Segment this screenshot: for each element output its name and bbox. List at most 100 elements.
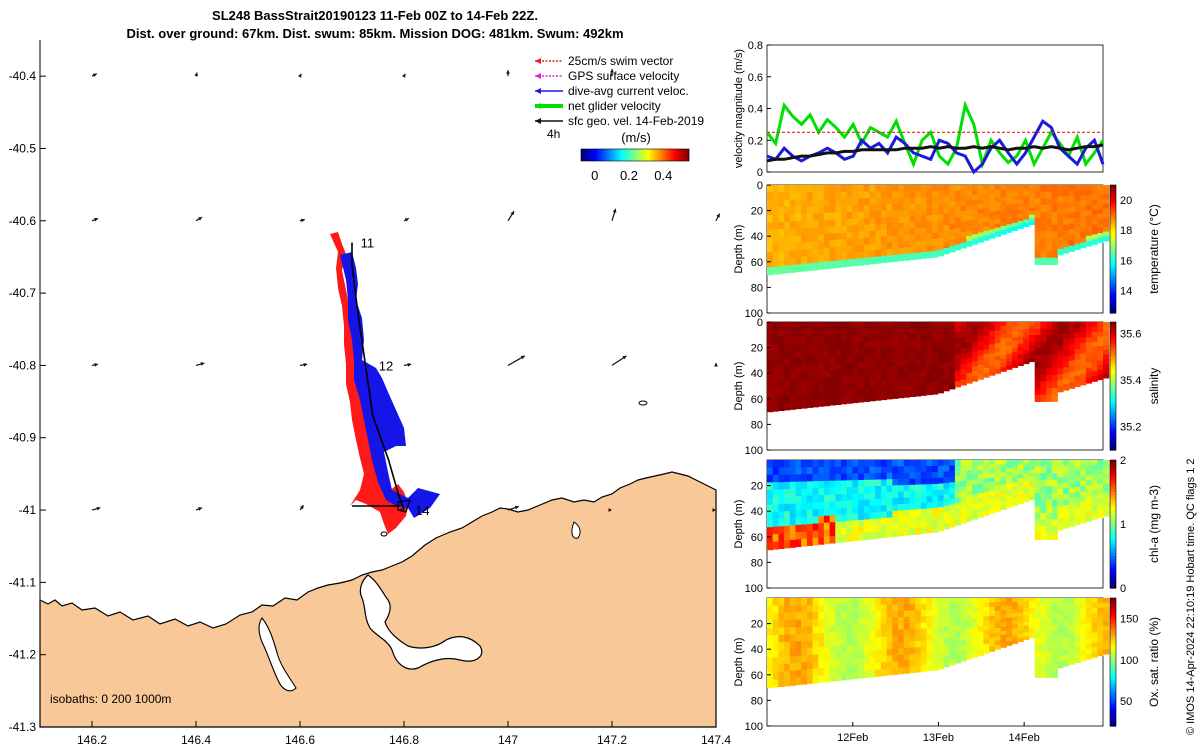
temperature-cell (806, 263, 814, 271)
salinity-cell (841, 342, 848, 350)
temperature-cell (778, 221, 785, 230)
temperature-cell (1051, 218, 1058, 226)
salinity-cell (994, 330, 1001, 336)
temperature-cell (943, 219, 950, 226)
temperature-cell (863, 224, 870, 232)
oxygen-cell (835, 598, 842, 606)
oxygen-cell (977, 617, 984, 623)
salinity-cell (994, 360, 1001, 366)
chla-cell (937, 465, 944, 473)
salinity-cell (1000, 330, 1007, 335)
oxygen-cell (1006, 637, 1013, 642)
temperature-cell (1080, 190, 1087, 196)
oxygen-cell (829, 646, 836, 654)
salinity-cell (806, 329, 814, 337)
salinity-cell (1080, 337, 1087, 344)
oxygen-cell (954, 652, 962, 658)
salinity-cell (886, 334, 893, 342)
chla-cell (972, 460, 979, 466)
chla-cell (1046, 479, 1053, 487)
oxygen-cell (852, 671, 859, 680)
chla-cell (1040, 473, 1047, 481)
oxygen-cell (1046, 664, 1053, 672)
colorbar-cell (613, 149, 616, 161)
temperature-cell (903, 253, 910, 261)
chla-colorbar-cell (1110, 549, 1116, 554)
temperature-colorbar-cell (1110, 213, 1116, 218)
oxygen-cell (1097, 631, 1104, 637)
oxygen-cell (863, 617, 870, 625)
salinity-cell (1074, 332, 1081, 339)
temperature-cell (932, 191, 939, 198)
oxygen-cell (892, 604, 899, 612)
temperature-colorbar-cell (1110, 303, 1116, 308)
salinity-cell (989, 322, 996, 327)
oxygen-cell (915, 659, 922, 667)
temperature-cell (818, 220, 825, 228)
chla-cell (789, 532, 796, 541)
salinity-cell (806, 343, 814, 351)
salinity-colorbar-cell (1110, 363, 1116, 368)
oxygen-cell (795, 648, 802, 657)
chla-cell (1068, 498, 1075, 505)
salinity-cell (858, 381, 865, 390)
chla-cell (812, 460, 819, 468)
salinity-cell (1034, 355, 1041, 363)
salinity-cell (801, 372, 808, 380)
colorbar-cell (651, 149, 654, 161)
salinity-cell (1080, 327, 1087, 333)
oxygen-cell (903, 648, 910, 655)
oxygen-cell (949, 614, 956, 621)
temperature-cell (1000, 201, 1007, 207)
salinity-cell (949, 355, 956, 362)
oxygen-ytick-label: 20 (751, 619, 763, 631)
oxygen-cell (892, 598, 899, 605)
salinity-cell (863, 394, 870, 402)
temperature-cell (789, 243, 796, 251)
temperature-cell (989, 207, 996, 213)
oxygen-cell (892, 661, 899, 669)
chla-cell (1074, 476, 1081, 483)
temperature-cell (1017, 217, 1024, 222)
salinity-cell (1063, 333, 1070, 340)
temperature-cell (869, 230, 876, 239)
oxygen-cell (937, 633, 944, 640)
temperature-cell (989, 233, 996, 239)
temperature-cell (909, 216, 916, 223)
temperature-cell (1029, 198, 1036, 203)
oxygen-cell (994, 615, 1001, 620)
salinity-cell (1103, 336, 1110, 342)
colorbar-cell (659, 149, 662, 161)
oxygen-colorbar-cell (1110, 706, 1116, 711)
salinity-cell (852, 375, 859, 383)
temperature-cell (789, 257, 796, 266)
chla-cell (983, 510, 990, 516)
oxygen-cell (1017, 608, 1024, 613)
oxygen-cell (1000, 598, 1007, 603)
chla-cell (920, 478, 927, 485)
chla-colorbar-cell (1110, 504, 1116, 509)
oxygen-cell (983, 602, 990, 608)
chla-cell (1085, 480, 1093, 486)
chla-cell (1063, 494, 1070, 501)
salinity-cell (898, 366, 905, 373)
oxygen-cell (1051, 650, 1058, 659)
temperature-cell (960, 216, 967, 223)
chla-cell (937, 495, 944, 502)
chla-cell (869, 486, 876, 494)
salinity-cell (886, 373, 893, 381)
oxygen-cell (1057, 638, 1064, 646)
temperature-cell (841, 246, 848, 254)
chla-cell (1091, 469, 1098, 476)
salinity-cell (767, 396, 774, 405)
oxygen-cell (846, 658, 853, 667)
oxygen-cell (1051, 637, 1058, 645)
chla-cell (772, 511, 779, 520)
salinity-cell (943, 373, 950, 380)
chla-cell (801, 517, 808, 526)
oxygen-cell (846, 611, 853, 619)
chla-cell (1034, 519, 1041, 527)
track-end-marker (397, 499, 411, 513)
oxygen-cell (886, 610, 893, 618)
temperature-cell (818, 248, 825, 256)
